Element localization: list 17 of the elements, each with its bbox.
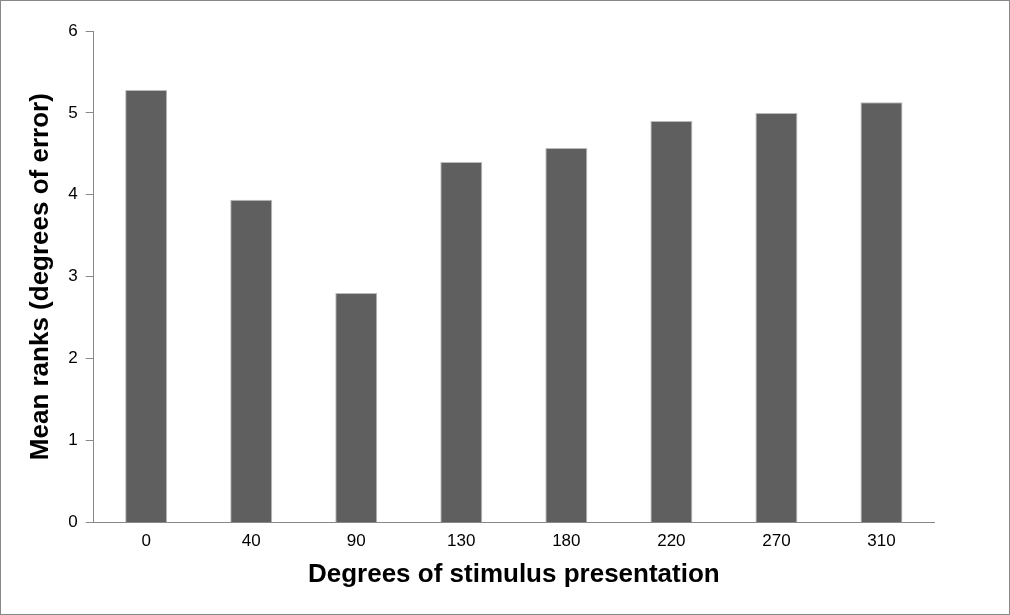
x-tick-label: 270 xyxy=(762,531,791,551)
y-tick-label: 4 xyxy=(68,184,78,204)
x-tick-label: 220 xyxy=(657,531,686,551)
y-tick-label: 3 xyxy=(68,266,78,286)
y-tick-label: 1 xyxy=(68,430,78,450)
y-tick-label: 0 xyxy=(68,512,78,532)
x-tick-label: 90 xyxy=(346,531,366,551)
x-tick-label: 180 xyxy=(552,531,581,551)
y-tick-label: 2 xyxy=(68,348,78,368)
y-tick-label: 5 xyxy=(68,102,78,122)
x-tick-label: 310 xyxy=(867,531,896,551)
y-axis-title: Mean ranks (degrees of error) xyxy=(23,93,54,461)
x-tick-label: 0 xyxy=(141,531,151,551)
x-axis-title: Degrees of stimulus presentation xyxy=(307,557,720,588)
y-tick-label: 6 xyxy=(68,20,78,40)
x-tick-label: 40 xyxy=(241,531,261,551)
x-tick-label: 130 xyxy=(447,531,476,551)
